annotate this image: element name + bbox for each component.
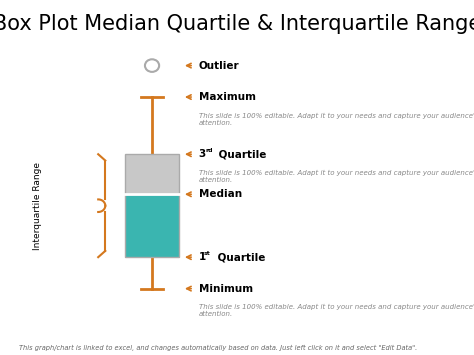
Text: Minimum: Minimum bbox=[199, 284, 253, 294]
Bar bbox=[125, 194, 180, 257]
Text: This slide is 100% editable. Adapt it to your needs and capture your audience's
: This slide is 100% editable. Adapt it to… bbox=[199, 170, 474, 183]
Text: Maximum: Maximum bbox=[199, 92, 256, 102]
Text: Quartile: Quartile bbox=[215, 149, 266, 159]
Text: 1: 1 bbox=[199, 252, 206, 262]
Text: Median: Median bbox=[199, 189, 242, 199]
Bar bbox=[125, 154, 180, 194]
Text: This slide is 100% editable. Adapt it to your needs and capture your audience's
: This slide is 100% editable. Adapt it to… bbox=[199, 304, 474, 317]
Text: This slide is 100% editable. Adapt it to your needs and capture your audience's
: This slide is 100% editable. Adapt it to… bbox=[199, 113, 474, 126]
Text: 3: 3 bbox=[199, 149, 206, 159]
Text: This graph/chart is linked to excel, and changes automatically based on data. Ju: This graph/chart is linked to excel, and… bbox=[19, 345, 417, 351]
Text: Interquartile Range: Interquartile Range bbox=[33, 162, 42, 250]
Text: Box Plot Median Quartile & Interquartile Range: Box Plot Median Quartile & Interquartile… bbox=[0, 14, 474, 34]
Text: rd: rd bbox=[205, 148, 213, 153]
Text: Quartile: Quartile bbox=[214, 252, 265, 262]
Text: st: st bbox=[204, 251, 211, 256]
Text: Outlier: Outlier bbox=[199, 61, 239, 71]
